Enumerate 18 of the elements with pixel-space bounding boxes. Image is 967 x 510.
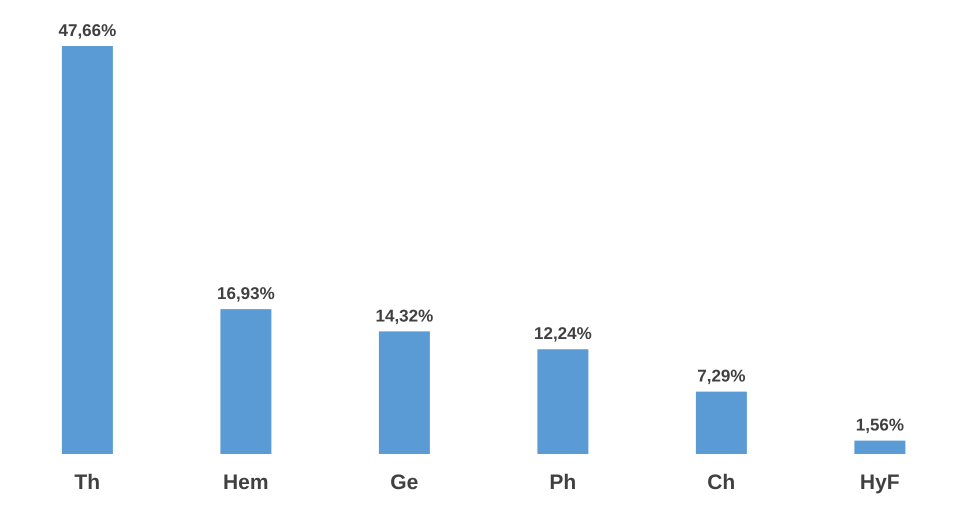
data-label: 12,24% [534, 324, 592, 344]
data-label: 16,93% [217, 284, 275, 304]
x-tick-label: Ge [390, 470, 418, 494]
x-tick-label: Ph [549, 470, 576, 494]
data-label: 47,66% [58, 21, 116, 40]
bar [378, 331, 430, 454]
x-tick-label: Ch [707, 470, 736, 494]
bar [854, 440, 906, 454]
x-tick-label: Th [74, 470, 100, 494]
bar [62, 46, 113, 454]
bar [696, 392, 747, 454]
bar [537, 349, 588, 454]
data-label: 1,56% [856, 416, 904, 435]
data-label: 7,29% [697, 366, 746, 386]
x-tick-label: Hem [222, 470, 269, 494]
data-label: 14,32% [376, 306, 434, 326]
x-tick-label: HyF [860, 470, 900, 494]
bar [220, 309, 272, 454]
